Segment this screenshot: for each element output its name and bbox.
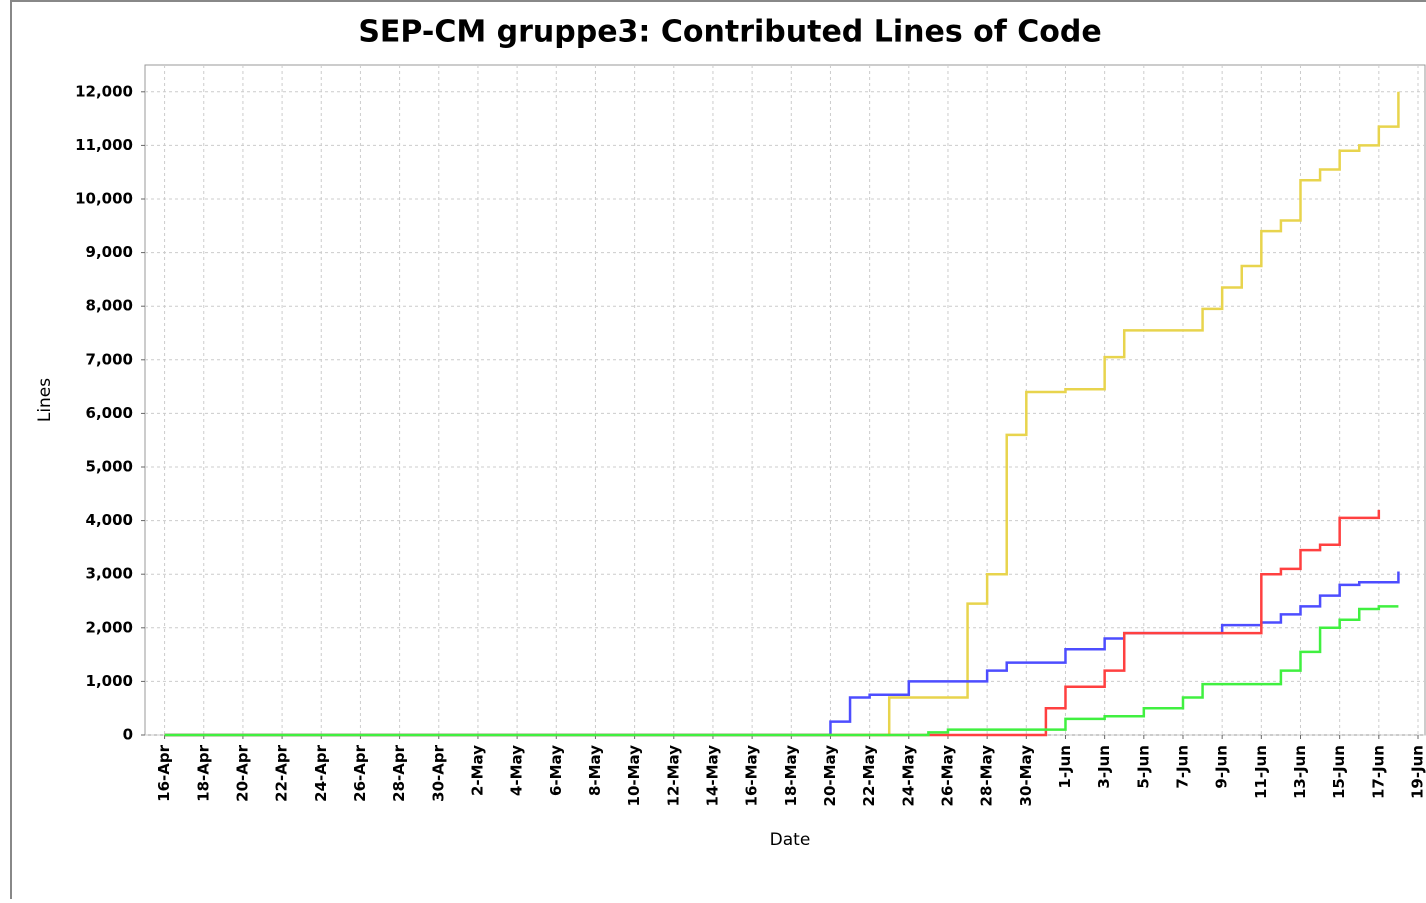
x-tick-label: 16-May <box>743 745 761 807</box>
x-tick-label: 22-Apr <box>273 744 291 801</box>
y-tick-label: 0 <box>123 726 133 744</box>
x-tick-label: 10-May <box>625 745 643 807</box>
x-tick-label: 18-Apr <box>194 744 212 801</box>
y-tick-label: 6,000 <box>86 404 133 422</box>
x-tick-label: 13-Jun <box>1291 745 1309 799</box>
x-tick-label: 30-May <box>1017 745 1035 807</box>
y-tick-label: 8,000 <box>86 297 133 315</box>
x-tick-label: 8-May <box>586 745 604 796</box>
x-tick-label: 18-May <box>782 745 800 807</box>
y-tick-label: 1,000 <box>86 672 133 690</box>
x-tick-label: 16-Apr <box>155 744 173 801</box>
x-tick-label: 1-Jun <box>1056 745 1074 789</box>
chart-title: SEP-CM gruppe3: Contributed Lines of Cod… <box>358 15 1101 50</box>
y-tick-label: 9,000 <box>86 243 133 261</box>
y-tick-label: 12,000 <box>75 82 133 100</box>
y-tick-label: 3,000 <box>86 565 133 583</box>
y-tick-label: 5,000 <box>86 458 133 476</box>
x-tick-label: 6-May <box>547 745 565 796</box>
x-tick-label: 26-Apr <box>351 744 369 801</box>
x-tick-label: 20-May <box>821 745 839 807</box>
x-tick-label: 12-May <box>664 745 682 807</box>
y-tick-label: 7,000 <box>86 350 133 368</box>
x-axis-label: Date <box>770 830 811 850</box>
y-tick-label: 10,000 <box>75 190 133 208</box>
x-tick-label: 11-Jun <box>1252 745 1270 799</box>
y-tick-label: 4,000 <box>86 511 133 529</box>
x-tick-label: 17-Jun <box>1369 745 1387 799</box>
x-tick-label: 2-May <box>468 745 486 796</box>
x-tick-label: 4-May <box>508 745 526 796</box>
x-tick-label: 5-Jun <box>1134 745 1152 789</box>
x-tick-label: 14-May <box>703 745 721 807</box>
x-tick-label: 19-Jun <box>1409 745 1426 799</box>
x-tick-label: 28-May <box>978 745 996 807</box>
x-tick-label: 28-Apr <box>390 744 408 801</box>
x-tick-label: 22-May <box>860 745 878 807</box>
x-tick-label: 24-Apr <box>312 744 330 801</box>
x-tick-label: 24-May <box>899 745 917 807</box>
x-tick-label: 7-Jun <box>1173 745 1191 789</box>
x-tick-label: 9-Jun <box>1213 745 1231 789</box>
y-axis-label: Lines <box>35 378 55 422</box>
x-tick-label: 30-Apr <box>429 744 447 801</box>
y-tick-label: 11,000 <box>75 136 133 154</box>
x-tick-label: 15-Jun <box>1330 745 1348 799</box>
plot-area <box>145 65 1425 735</box>
y-tick-label: 2,000 <box>86 618 133 636</box>
x-tick-label: 26-May <box>938 745 956 807</box>
x-tick-label: 3-Jun <box>1095 745 1113 789</box>
x-tick-label: 20-Apr <box>233 744 251 801</box>
